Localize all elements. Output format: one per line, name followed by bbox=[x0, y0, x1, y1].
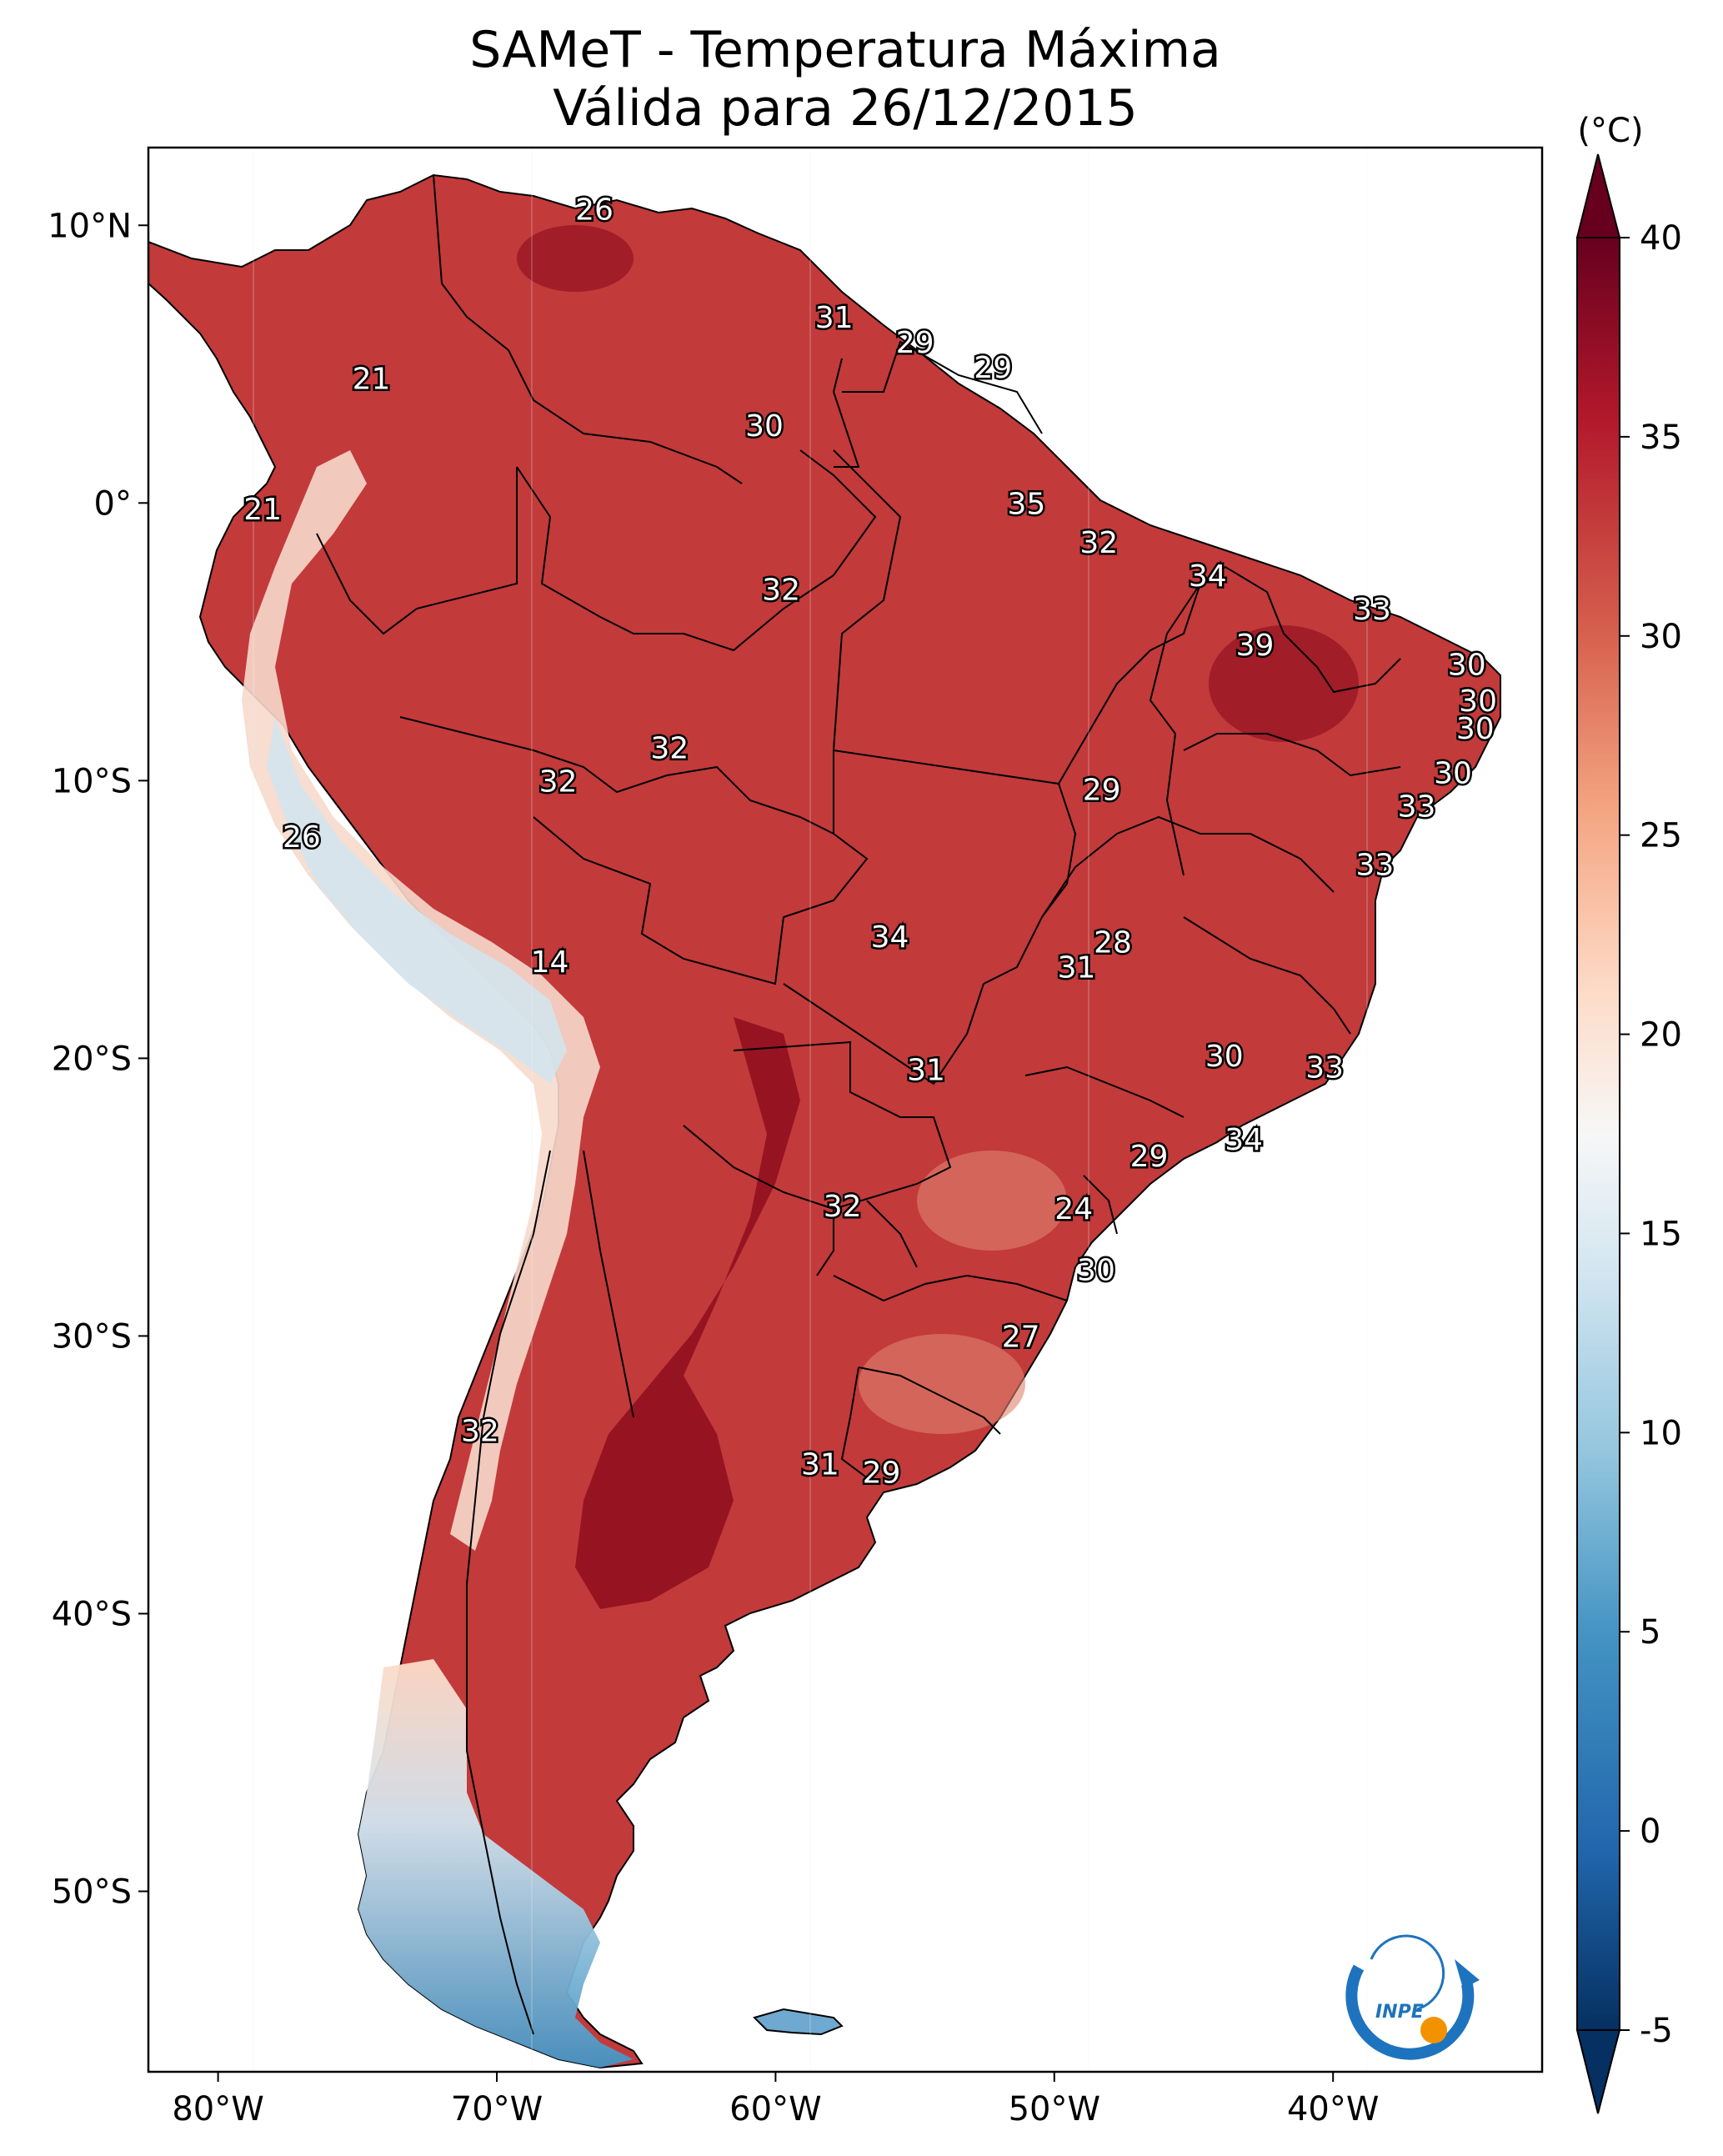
station-value: 26 bbox=[283, 820, 321, 855]
logo-orbit bbox=[1370, 1934, 1445, 2011]
station-value: 30 bbox=[1456, 712, 1495, 746]
logo-arrow-icon bbox=[1455, 1959, 1480, 1988]
station-value: 30 bbox=[1077, 1254, 1115, 1288]
latitude-label: 10°S bbox=[52, 762, 132, 800]
station-value: 21 bbox=[353, 362, 391, 396]
map-frame bbox=[147, 146, 1544, 2073]
station-value: 32 bbox=[539, 765, 578, 799]
logo-text: INPE bbox=[1375, 2002, 1424, 2023]
latitude-label: 20°S bbox=[52, 1040, 132, 1078]
latitude-label: 10°N bbox=[48, 207, 132, 245]
station-value: 33 bbox=[1353, 593, 1391, 627]
station-value: 21 bbox=[243, 493, 282, 527]
logo-swoosh bbox=[1345, 1964, 1475, 2060]
latitude-label: 40°S bbox=[52, 1595, 132, 1633]
station-value: 31 bbox=[801, 1448, 839, 1482]
colorbar-min-extend bbox=[1575, 2029, 1621, 2114]
colorbar-tick-label: 10 bbox=[1640, 1414, 1682, 1452]
station-value: 24 bbox=[1054, 1192, 1093, 1226]
grid-lines bbox=[253, 148, 1368, 2072]
longitude-label: 40°W bbox=[1287, 2090, 1379, 2128]
colorbar-tick-label: 15 bbox=[1640, 1215, 1682, 1253]
colorbar-scale bbox=[1576, 237, 1620, 2031]
logo-orange-dot bbox=[1420, 2017, 1447, 2043]
colorbar-tick-label: 40 bbox=[1640, 219, 1682, 258]
colorbar-unit-label: (°C) bbox=[1577, 112, 1643, 150]
station-value: 32 bbox=[1079, 526, 1118, 560]
station-value: 29 bbox=[1083, 773, 1121, 807]
inpe-logo: INPE bbox=[1345, 1934, 1480, 2060]
map-title-line2: Válida para 26/12/2015 bbox=[553, 79, 1138, 138]
longitude-label: 70°W bbox=[451, 2090, 543, 2128]
station-value: 30 bbox=[1205, 1040, 1244, 1074]
falkland-islands bbox=[753, 2008, 844, 2036]
station-value: 30 bbox=[1459, 684, 1497, 719]
andes-cold-peaks bbox=[267, 717, 567, 1084]
station-value: 29 bbox=[896, 326, 934, 360]
colorbar-tick-label: 0 bbox=[1640, 1813, 1660, 1851]
map-title-line1: SAMeT - Temperatura Máxima bbox=[469, 21, 1221, 79]
station-value: 32 bbox=[824, 1190, 862, 1224]
colorbar-ticks: 40 35 30 25 20 15 10 5 0 -5 bbox=[1620, 219, 1682, 2050]
latitude-label: 0° bbox=[94, 484, 132, 523]
patagonia-cool-region bbox=[358, 1659, 634, 2068]
longitude-labels: 80°W 70°W 60°W 50°W 40°W bbox=[172, 2072, 1379, 2128]
station-value: 30 bbox=[745, 409, 784, 444]
colorbar: (°C) 40 35 30 25 20 15 10 5 0 -5 bbox=[1575, 112, 1682, 2114]
station-value: 33 bbox=[1305, 1050, 1344, 1085]
station-value: 39 bbox=[1236, 629, 1275, 663]
colorbar-tick-label: 5 bbox=[1640, 1613, 1660, 1652]
station-value: 30 bbox=[1434, 756, 1472, 790]
station-value: 32 bbox=[650, 731, 689, 765]
latitude-label: 50°S bbox=[52, 1873, 132, 1912]
station-value: 34 bbox=[871, 920, 909, 955]
station-value: 28 bbox=[1094, 926, 1132, 960]
station-value: 26 bbox=[575, 193, 614, 227]
station-value: 29 bbox=[974, 351, 1012, 385]
colorbar-tick-label: 30 bbox=[1640, 618, 1682, 656]
station-value: 34 bbox=[1189, 559, 1227, 594]
country-borders bbox=[316, 174, 1401, 2035]
hot-venezuela-spot bbox=[517, 225, 634, 292]
station-value: 32 bbox=[762, 574, 800, 608]
station-value: 34 bbox=[1225, 1123, 1263, 1157]
station-value: 29 bbox=[863, 1457, 901, 1491]
station-value: 14 bbox=[531, 945, 569, 980]
station-value: 33 bbox=[1398, 790, 1436, 824]
latitude-label: 30°S bbox=[52, 1317, 132, 1356]
colorbar-tick-label: 35 bbox=[1640, 419, 1682, 457]
colorbar-tick-label: -5 bbox=[1640, 2012, 1673, 2050]
station-value: 31 bbox=[1058, 950, 1096, 985]
longitude-label: 50°W bbox=[1009, 2090, 1100, 2128]
station-value: 32 bbox=[461, 1415, 499, 1449]
hot-northeast-spot bbox=[1209, 625, 1359, 742]
colorbar-max-extend bbox=[1575, 153, 1621, 238]
longitude-label: 60°W bbox=[729, 2090, 821, 2128]
latitude-labels: 10°N 0° 10°S 20°S 30°S 40°S 50°S bbox=[48, 207, 148, 1912]
station-value: 31 bbox=[815, 301, 854, 335]
station-value: 27 bbox=[1002, 1320, 1040, 1354]
colorbar-tick-label: 20 bbox=[1640, 1016, 1682, 1055]
station-value: 29 bbox=[1130, 1140, 1169, 1174]
mild-south-spot bbox=[859, 1334, 1025, 1434]
mild-southeast-spot bbox=[917, 1151, 1067, 1251]
station-value: 33 bbox=[1355, 848, 1394, 882]
station-value: 30 bbox=[1448, 648, 1486, 682]
station-value: 31 bbox=[907, 1054, 945, 1088]
longitude-label: 80°W bbox=[172, 2090, 263, 2128]
hot-chaco-region bbox=[575, 1017, 800, 1609]
colorbar-tick-label: 25 bbox=[1640, 817, 1682, 855]
station-value: 35 bbox=[1007, 487, 1045, 521]
